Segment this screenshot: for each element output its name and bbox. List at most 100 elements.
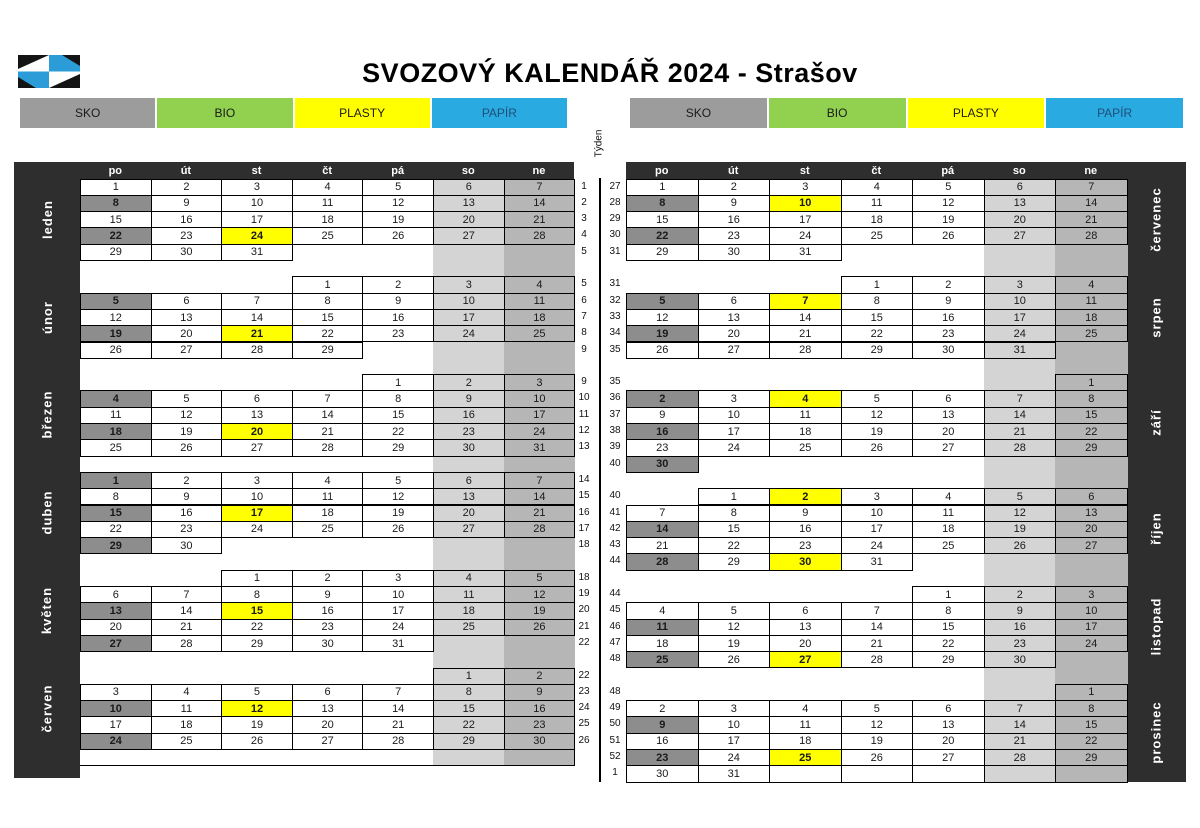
day-cell: 17 xyxy=(983,308,1056,327)
day-cell: 6 xyxy=(433,178,505,196)
day-cell: 2 xyxy=(626,700,699,718)
day-cell: 23 xyxy=(362,325,434,343)
week-number: 40 xyxy=(609,457,621,469)
day-cell: 13 xyxy=(697,308,770,327)
day-cell: 12 xyxy=(697,618,770,636)
day-header: út xyxy=(180,164,192,177)
month-label: leden xyxy=(14,179,80,261)
week-number: 31 xyxy=(609,278,621,290)
weekend-strip xyxy=(983,357,1056,376)
day-header: po xyxy=(655,164,669,177)
day-cell: 23 xyxy=(150,520,223,539)
day-cell: 23 xyxy=(150,227,223,245)
weekend-strip xyxy=(1055,260,1128,278)
day-cell: 9 xyxy=(150,488,223,506)
week-number: 19 xyxy=(578,588,590,599)
day-cell: 30 xyxy=(291,634,364,653)
month-label-text: listopad xyxy=(1148,597,1164,656)
day-cell: 10 xyxy=(221,488,293,506)
weekend-strip xyxy=(503,537,576,555)
day-cell: 26 xyxy=(221,732,293,750)
day-cell: 15 xyxy=(1055,406,1128,424)
day-cell: 25 xyxy=(291,227,364,245)
day-cell: 8 xyxy=(626,194,699,213)
day-cell: 19 xyxy=(80,325,152,343)
weekend-strip xyxy=(983,243,1056,261)
month-label: únor xyxy=(14,276,80,358)
day-cell: 5 xyxy=(697,602,770,620)
day-cell: 7 xyxy=(983,390,1056,408)
week-number: 10 xyxy=(578,392,590,404)
day-cell: 22 xyxy=(1055,732,1128,750)
day-cell: 5 xyxy=(912,178,985,196)
month-label-text: duben xyxy=(39,490,55,535)
month-column-left: leden únor březen duben květen červen xyxy=(14,162,80,778)
day-cell: 17 xyxy=(362,602,434,620)
day-cell: 10 xyxy=(840,504,913,522)
weekend-strip xyxy=(983,455,1056,473)
day-cell: 24 xyxy=(503,423,576,441)
day-cell: 24 xyxy=(840,537,913,555)
day-cell: 13 xyxy=(1055,504,1128,522)
week-number: 46 xyxy=(609,620,621,632)
day-cell: 19 xyxy=(362,504,434,522)
month-label-text: květen xyxy=(39,586,55,635)
day-cell: 14 xyxy=(840,618,913,636)
day-cell: 3 xyxy=(769,178,842,196)
month-label-text: prosinec xyxy=(1148,701,1164,764)
day-cell: 15 xyxy=(221,602,293,620)
day-cell: 21 xyxy=(150,618,223,636)
day-cell: 28 xyxy=(150,634,223,653)
weekend-strip xyxy=(1055,455,1128,473)
day-cell: 26 xyxy=(80,341,152,359)
week-number: 23 xyxy=(578,685,590,697)
weekend-strip xyxy=(983,260,1056,278)
legend-item-sko: SKO xyxy=(630,98,767,128)
week-number: 47 xyxy=(609,636,621,648)
week-number: 8 xyxy=(581,327,587,339)
page-title: SVOZOVÝ KALENDÁŘ 2024 - Strašov xyxy=(362,58,858,88)
day-cell: 13 xyxy=(150,308,223,327)
day-header-row-right: po út st čt pá so ne xyxy=(626,162,1186,179)
day-cell: 10 xyxy=(697,406,770,424)
day-cell: 31 xyxy=(697,765,770,783)
week-number: 38 xyxy=(609,425,621,436)
day-header: so xyxy=(1012,164,1026,177)
day-cell: 25 xyxy=(80,439,152,457)
day-cell: 10 xyxy=(503,390,576,408)
day-cell xyxy=(983,765,1056,783)
day-cell: 19 xyxy=(626,325,699,343)
day-cell: 26 xyxy=(362,227,434,245)
day-cell: 5 xyxy=(80,292,152,310)
day-cell: 22 xyxy=(221,618,293,636)
day-cell: 9 xyxy=(626,716,699,734)
day-cell: 24 xyxy=(362,618,434,636)
week-number: 20 xyxy=(578,604,590,616)
day-cell: 7 xyxy=(291,390,364,408)
day-cell: 20 xyxy=(912,732,985,750)
day-cell: 27 xyxy=(1055,537,1128,555)
day-cell: 29 xyxy=(221,634,293,653)
day-cell: 24 xyxy=(769,227,842,245)
day-cell: 3 xyxy=(362,569,434,587)
day-cell: 2 xyxy=(912,276,985,294)
day-cell: 10 xyxy=(362,586,434,604)
week-number: 39 xyxy=(609,441,621,453)
week-number: 45 xyxy=(609,604,621,616)
day-cell: 15 xyxy=(291,308,364,327)
day-cell: 14 xyxy=(769,308,842,327)
day-header: st xyxy=(251,164,262,177)
day-cell: 2 xyxy=(150,178,223,196)
day-cell: 31 xyxy=(769,243,842,261)
day-cell: 22 xyxy=(1055,423,1128,441)
day-cell: 1 xyxy=(221,569,293,587)
day-cell: 25 xyxy=(912,537,985,555)
day-cell: 29 xyxy=(80,537,152,555)
day-cell: 28 xyxy=(769,341,842,359)
day-cell: 21 xyxy=(503,211,576,229)
week-number: 24 xyxy=(578,702,590,714)
week-number: 51 xyxy=(609,734,621,746)
day-cell: 21 xyxy=(362,716,434,734)
day-cell: 2 xyxy=(362,276,434,294)
